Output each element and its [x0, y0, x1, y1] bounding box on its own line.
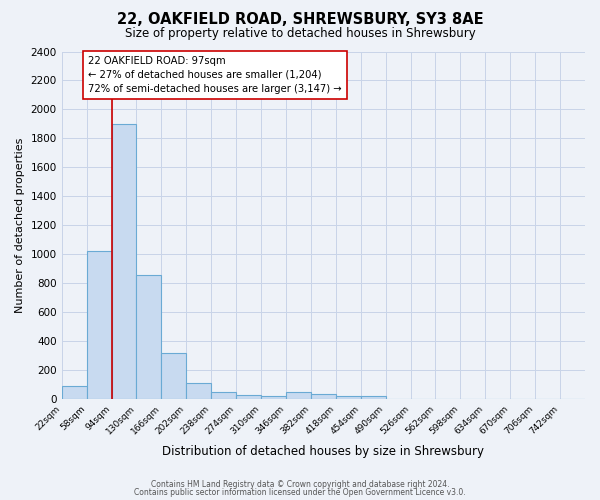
Bar [86, 252, 112, 399]
Y-axis label: Number of detached properties: Number of detached properties [15, 138, 25, 313]
Text: Contains public sector information licensed under the Open Government Licence v3: Contains public sector information licen… [134, 488, 466, 497]
Bar [186, 382, 211, 399]
Bar [361, 396, 386, 399]
Bar [136, 274, 161, 399]
Text: Size of property relative to detached houses in Shrewsbury: Size of property relative to detached ho… [125, 28, 475, 40]
Bar [161, 353, 186, 399]
Text: Contains HM Land Registry data © Crown copyright and database right 2024.: Contains HM Land Registry data © Crown c… [151, 480, 449, 489]
Bar [336, 396, 361, 399]
X-axis label: Distribution of detached houses by size in Shrewsbury: Distribution of detached houses by size … [163, 444, 484, 458]
Bar [211, 392, 236, 399]
Text: 22 OAKFIELD ROAD: 97sqm
← 27% of detached houses are smaller (1,204)
72% of semi: 22 OAKFIELD ROAD: 97sqm ← 27% of detache… [88, 56, 341, 94]
Bar [112, 124, 136, 399]
Bar [261, 396, 286, 399]
Bar [286, 392, 311, 399]
Bar [236, 395, 261, 399]
Text: 22, OAKFIELD ROAD, SHREWSBURY, SY3 8AE: 22, OAKFIELD ROAD, SHREWSBURY, SY3 8AE [116, 12, 484, 28]
Bar [62, 386, 86, 399]
Bar [311, 394, 336, 399]
